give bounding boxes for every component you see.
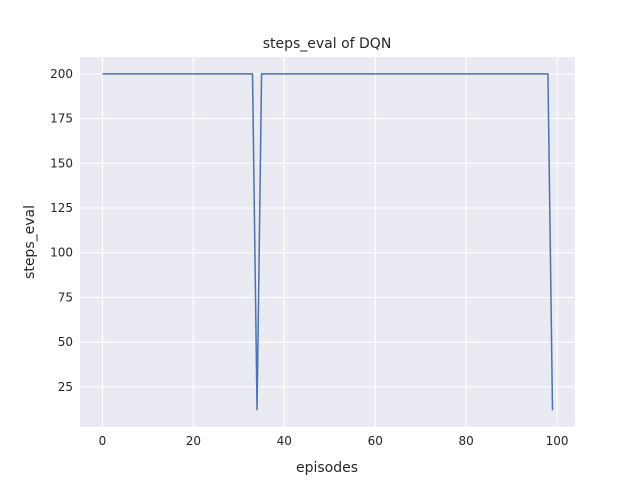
x-tick-label: 0 (99, 434, 107, 448)
y-tick-label: 100 (50, 246, 73, 260)
tick-labels: 0 20 40 60 80 100 25 50 75 100 125 150 175 200 (50, 67, 568, 448)
y-tick-label: 200 (50, 67, 73, 81)
plot-background (80, 57, 575, 427)
y-tick-label: 125 (50, 201, 73, 215)
y-tick-label: 75 (58, 290, 73, 304)
y-tick-label: 25 (58, 380, 73, 394)
y-tick-label: 50 (58, 335, 73, 349)
series-line (102, 73, 554, 411)
chart-title: steps_eval of DQN (263, 36, 392, 52)
x-tick-label: 80 (458, 434, 473, 448)
y-axis-label: steps_eval (22, 205, 38, 279)
x-tick-label: 40 (277, 434, 292, 448)
x-tick-label: 60 (368, 434, 383, 448)
x-axis-label: episodes (296, 460, 358, 476)
x-tick-label: 100 (546, 434, 569, 448)
y-tick-label: 175 (50, 112, 73, 126)
y-tick-label: 150 (50, 156, 73, 170)
x-tick-label: 20 (186, 434, 201, 448)
